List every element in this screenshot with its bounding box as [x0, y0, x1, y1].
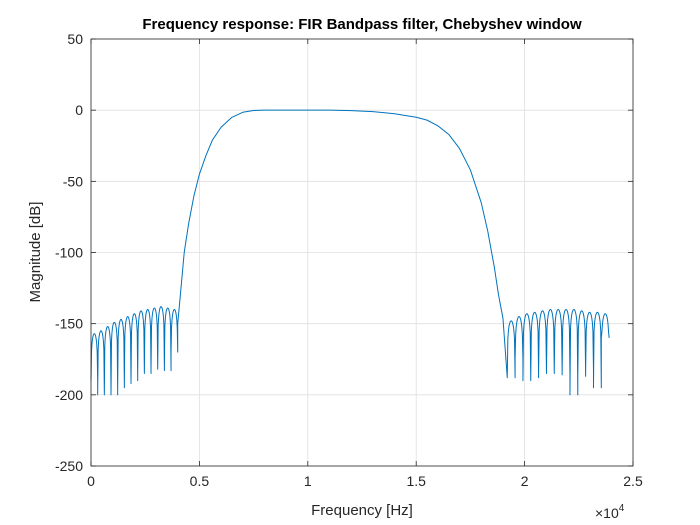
y-tick-label: -100	[55, 245, 83, 261]
y-axis-label: Magnitude [dB]	[27, 202, 44, 303]
tick-labels: 0 0.5 1 1.5 2 2.5 50 0 -50 -100 -150 -200 -250	[55, 31, 643, 489]
chart-title: Frequency response: FIR Bandpass filter,…	[142, 16, 582, 33]
x-multiplier-base: ×10	[595, 505, 619, 521]
x-multiplier-exponent: 4	[619, 503, 625, 514]
x-tick-label: 1	[304, 473, 312, 489]
y-tick-label: -250	[55, 458, 83, 474]
y-tick-label: 50	[67, 31, 83, 47]
y-tick-label: -50	[63, 173, 83, 189]
y-tick-label: -150	[55, 316, 83, 332]
x-tick-label: 1.5	[406, 473, 426, 489]
x-tick-label: 0.5	[190, 473, 210, 489]
y-tick-label: 0	[75, 102, 83, 118]
y-tick-label: -200	[55, 387, 83, 403]
series-layer	[90, 109, 610, 396]
series-line	[90, 109, 610, 396]
x-axis-label: Frequency [Hz]	[311, 502, 413, 519]
x-tick-label: 0	[87, 473, 95, 489]
tick-marks	[90, 38, 634, 467]
x-axis-multiplier: ×104	[595, 503, 625, 521]
x-tick-label: 2	[521, 473, 529, 489]
x-tick-label: 2.5	[623, 473, 643, 489]
